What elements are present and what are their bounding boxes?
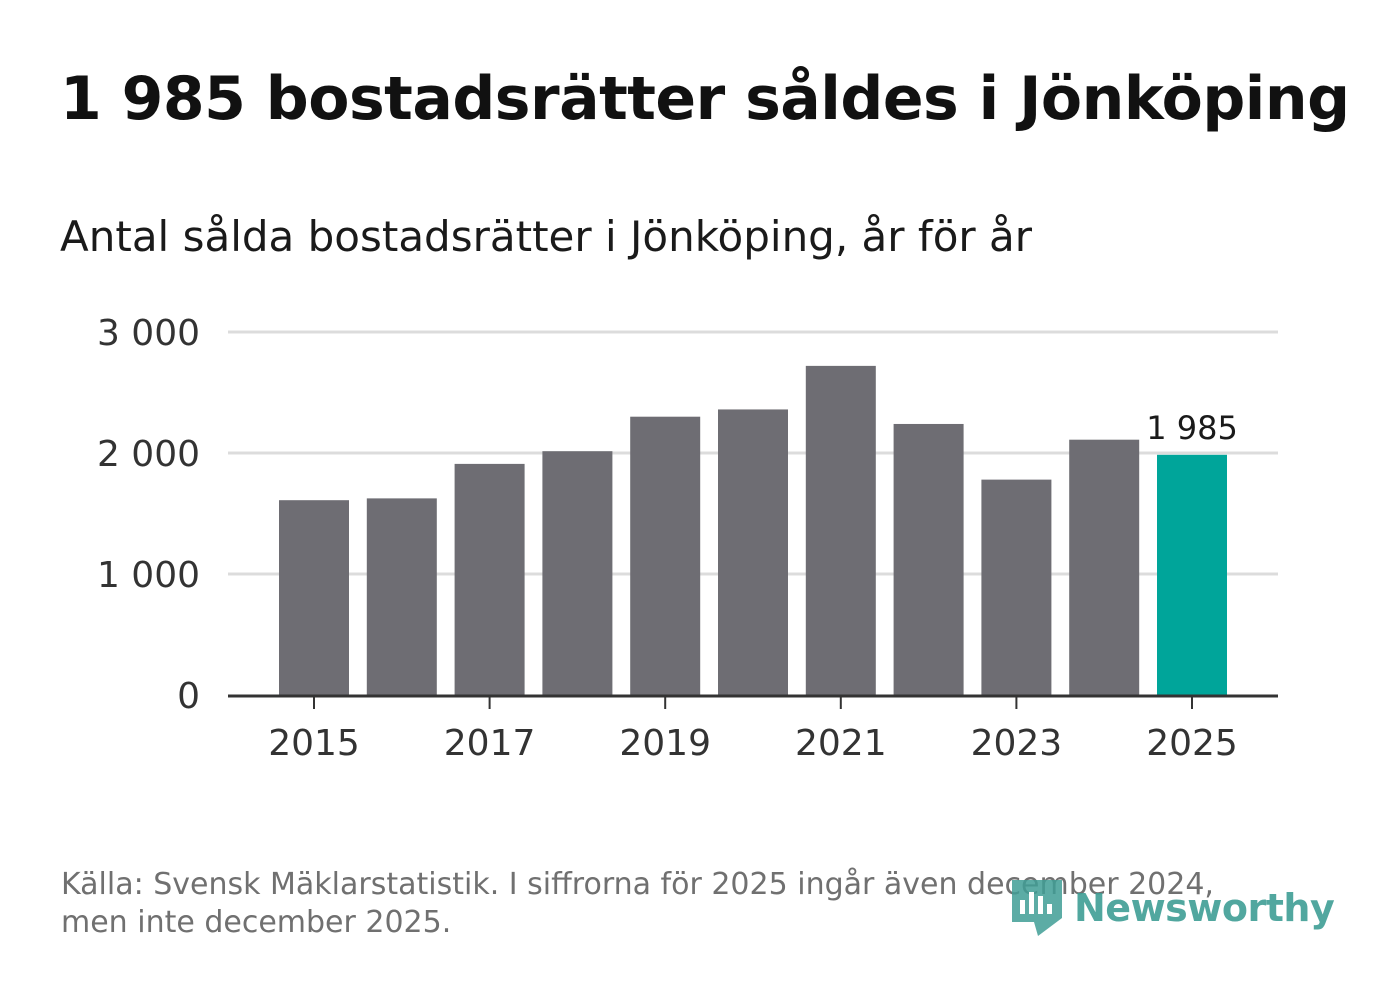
bars [279,365,1227,695]
bar-2018 [542,451,613,695]
x-tick-label: 2023 [971,723,1063,764]
x-tick-label: 2025 [1146,723,1238,764]
y-tick-label: 1 000 [97,555,200,596]
x-tick-label: 2017 [444,723,536,764]
newsworthy-logo: Newsworthy [1010,876,1335,940]
labels: 0 1 000 2 000 3 000 1 985 2015 2017 2019 2021 202… [97,313,1238,764]
bar-2025 [1157,454,1227,695]
axes [228,694,1278,709]
y-tick-label: 2 000 [97,434,200,475]
chart-subtitle: Antal sålda bostadsrätter i Jönköping, å… [60,212,1033,261]
bar-2020 [718,409,788,695]
data-label-2025: 1 985 [1146,409,1238,447]
bar-2016 [366,498,437,695]
bar-2021 [805,365,876,695]
bar-2017 [454,463,525,695]
bar-2019 [630,416,701,695]
x-tick-label: 2015 [268,723,360,764]
bar-2023 [981,479,1052,695]
y-tick-label: 0 [177,676,200,717]
bar-2024 [1069,439,1140,695]
chart-title: 1 985 bostadsrätter såldes i Jönköping [60,64,1350,134]
newsworthy-logo-icon [1012,880,1062,936]
bar-2015 [279,500,349,695]
newsworthy-logo-text: Newsworthy [1074,886,1335,930]
x-tick-label: 2019 [619,723,711,764]
bar-2022 [893,423,964,695]
x-tick-label: 2021 [795,723,887,764]
y-tick-label: 3 000 [97,313,200,354]
